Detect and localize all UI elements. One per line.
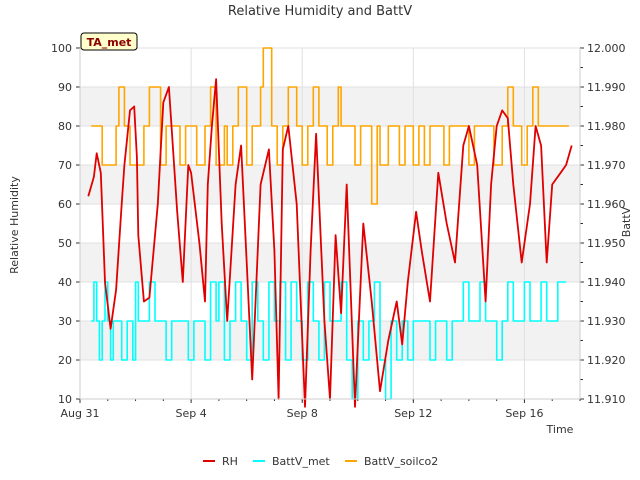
x-tick-label: Sep 16 xyxy=(505,407,543,420)
y-axis-left-title: Relative Humidity xyxy=(8,176,21,274)
series-line-battv-soilco2 xyxy=(91,47,569,205)
series-layer xyxy=(87,47,573,408)
legend-label-battv-met: BattV_met xyxy=(272,455,330,468)
y-right-tick-label: 11.940 xyxy=(587,276,626,289)
y-right-tick-label: 12.000 xyxy=(587,42,626,55)
grey-band xyxy=(80,165,580,204)
y-right-tick-label: 11.920 xyxy=(587,354,626,367)
y-left-tick-label: 10 xyxy=(58,393,72,406)
y-right-tick-label: 11.910 xyxy=(587,393,626,406)
x-tick-label: Aug 31 xyxy=(61,407,100,420)
x-axis-title: Time xyxy=(546,423,574,436)
grey-band xyxy=(80,321,580,360)
y-left-tick-label: 90 xyxy=(58,81,72,94)
y-left-tick-label: 80 xyxy=(58,120,72,133)
axes: 10 20 30 40 50 60 70 80 90 100 11.910 11.920 11.930 1… xyxy=(51,42,626,420)
station-badge: TA_met xyxy=(80,32,138,51)
y-right-tick-label: 11.990 xyxy=(587,81,626,94)
series-line-battv-met xyxy=(91,281,567,400)
x-tick-label: Sep 8 xyxy=(287,407,318,420)
x-tick-label: Sep 4 xyxy=(175,407,206,420)
x-tick-label: Sep 12 xyxy=(394,407,432,420)
grey-band xyxy=(80,243,580,282)
y-right-tick-label: 11.970 xyxy=(587,159,626,172)
background-bands xyxy=(80,48,580,399)
y-axis-right-title: BattV xyxy=(620,206,633,237)
y-right-tick-label: 11.930 xyxy=(587,315,626,328)
grey-band xyxy=(80,87,580,126)
y-right-tick-label: 11.980 xyxy=(587,120,626,133)
y-left-tick-label: 30 xyxy=(58,315,72,328)
chart-title: Relative Humidity and BattV xyxy=(228,4,412,19)
y-left-tick-label: 60 xyxy=(58,198,72,211)
legend: RH BattV_met BattV_soilco2 xyxy=(203,455,438,468)
y-left-tick-label: 70 xyxy=(58,159,72,172)
y-left-tick-label: 40 xyxy=(58,276,72,289)
y-left-tick-label: 20 xyxy=(58,354,72,367)
y-right-tick-label: 11.950 xyxy=(587,237,626,250)
legend-label-rh: RH xyxy=(222,455,238,468)
y-left-tick-label: 100 xyxy=(51,42,72,55)
legend-label-battv-soilco2: BattV_soilco2 xyxy=(364,455,438,468)
station-badge-box xyxy=(80,32,138,51)
station-badge-label: TA_met xyxy=(87,36,132,49)
y-right-tick-label: 11.960 xyxy=(587,198,626,211)
series-line-rh xyxy=(87,78,573,408)
y-left-tick-label: 50 xyxy=(58,237,72,250)
